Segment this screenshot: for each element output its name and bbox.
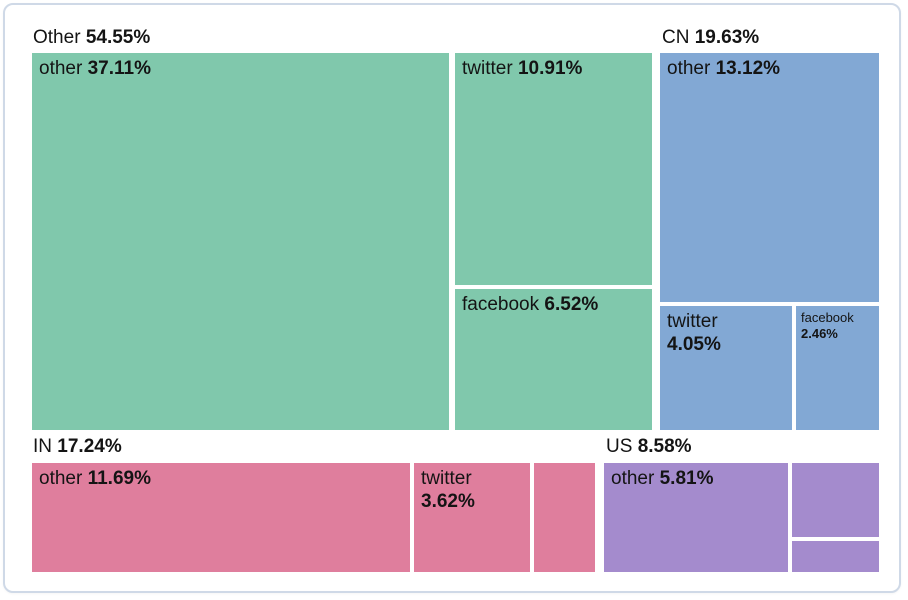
block-name: facebook	[462, 294, 540, 315]
block-label: twitter 3.62%	[414, 463, 530, 517]
block-label: facebook 2.46%	[796, 306, 879, 346]
block-other-facebook[interactable]: facebook 6.52%	[455, 289, 652, 430]
block-name: twitter	[667, 311, 718, 332]
block-percent: 11.69%	[87, 468, 151, 489]
block-label: other 5.81%	[604, 463, 788, 494]
block-other-twitter[interactable]: twitter 10.91%	[455, 53, 652, 285]
block-label: twitter 10.91%	[455, 53, 652, 84]
block-label: facebook 6.52%	[455, 289, 652, 320]
block-percent: 10.91%	[517, 58, 583, 79]
group-label-other: Other 54.55%	[33, 26, 150, 50]
group-name: CN	[662, 27, 690, 48]
block-percent: 37.11%	[87, 58, 151, 79]
block-label: twitter 4.05%	[660, 306, 792, 360]
group-label-cn: CN 19.63%	[662, 26, 759, 50]
block-percent: 5.81%	[659, 468, 714, 489]
block-name: facebook	[801, 310, 854, 325]
block-us-facebook[interactable]	[792, 541, 879, 572]
group-name: US	[606, 436, 633, 457]
block-percent: 2.46%	[801, 326, 838, 341]
block-name: other	[667, 58, 711, 79]
block-percent: 6.52%	[544, 294, 599, 315]
group-percent: 8.58%	[637, 436, 692, 457]
group-percent: 54.55%	[85, 27, 151, 48]
group-percent: 19.63%	[694, 27, 760, 48]
block-cn-facebook[interactable]: facebook 2.46%	[796, 306, 879, 430]
block-name: twitter	[462, 58, 513, 79]
block-in-twitter[interactable]: twitter 3.62%	[414, 463, 530, 572]
block-label: other 37.11%	[32, 53, 449, 84]
block-name: other	[39, 58, 83, 79]
block-name: other	[611, 468, 655, 489]
block-us-twitter[interactable]	[792, 463, 879, 537]
block-cn-other[interactable]: other 13.12%	[660, 53, 879, 302]
block-name: other	[39, 468, 83, 489]
block-in-other[interactable]: other 11.69%	[32, 463, 410, 572]
group-name: Other	[33, 27, 81, 48]
block-percent: 4.05%	[667, 334, 721, 355]
block-cn-twitter[interactable]: twitter 4.05%	[660, 306, 792, 430]
block-other-other[interactable]: other 37.11%	[32, 53, 449, 430]
group-percent: 17.24%	[57, 436, 122, 457]
group-label-in: IN 17.24%	[33, 435, 122, 459]
block-percent: 3.62%	[421, 491, 475, 512]
block-us-other[interactable]: other 5.81%	[604, 463, 788, 572]
group-name: IN	[33, 436, 52, 457]
block-percent: 13.12%	[715, 58, 781, 79]
block-name: twitter	[421, 468, 472, 489]
block-in-facebook[interactable]	[534, 463, 595, 572]
group-label-us: US 8.58%	[606, 435, 692, 459]
block-label: other 13.12%	[660, 53, 879, 84]
block-label: other 11.69%	[32, 463, 410, 494]
